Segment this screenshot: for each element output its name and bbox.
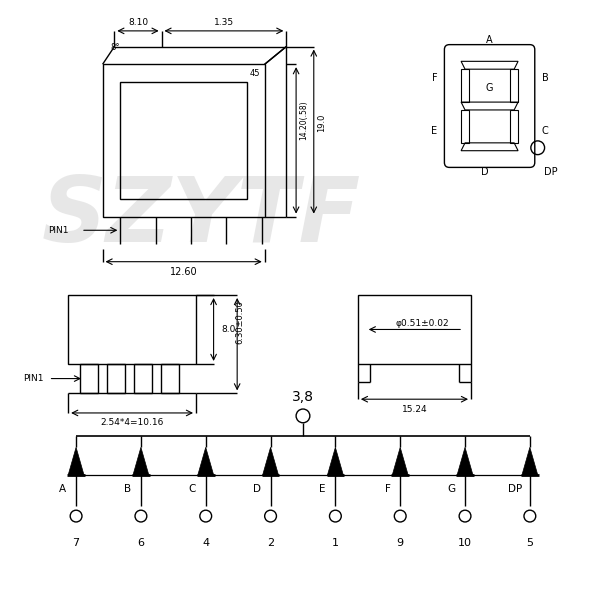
Bar — [80, 364, 98, 394]
Text: 8°: 8° — [110, 43, 120, 52]
Text: 15.24: 15.24 — [401, 404, 427, 413]
Text: A: A — [486, 35, 493, 45]
Polygon shape — [328, 448, 343, 475]
Bar — [161, 364, 179, 394]
Bar — [68, 295, 196, 364]
Text: 2: 2 — [267, 538, 274, 548]
Polygon shape — [263, 448, 278, 475]
Bar — [103, 64, 265, 217]
Text: PIN1: PIN1 — [23, 374, 44, 383]
Bar — [358, 295, 471, 364]
Text: C: C — [542, 126, 548, 136]
Text: A: A — [59, 484, 66, 494]
Text: 6: 6 — [137, 538, 145, 548]
Text: DP: DP — [544, 167, 557, 178]
Text: 3,8: 3,8 — [292, 390, 314, 404]
Text: F: F — [385, 484, 391, 494]
Text: E: E — [431, 126, 437, 136]
Text: 8.0: 8.0 — [221, 325, 236, 334]
Bar — [120, 82, 247, 199]
Text: 8.10: 8.10 — [128, 17, 148, 26]
Text: 1.35: 1.35 — [214, 17, 234, 26]
Text: D: D — [253, 484, 261, 494]
Text: 10: 10 — [458, 538, 472, 548]
Text: φ0.51±0.02: φ0.51±0.02 — [395, 319, 449, 328]
Text: E: E — [319, 484, 326, 494]
Text: 45: 45 — [249, 69, 260, 78]
Text: C: C — [188, 484, 196, 494]
Text: G: G — [486, 83, 493, 94]
Polygon shape — [392, 448, 408, 475]
Text: F: F — [432, 73, 437, 83]
Bar — [134, 364, 152, 394]
Polygon shape — [457, 448, 473, 475]
Text: 12.60: 12.60 — [170, 266, 197, 277]
Text: B: B — [542, 73, 548, 83]
Text: D: D — [481, 167, 488, 178]
Text: 1: 1 — [332, 538, 339, 548]
Text: 2.54*4=10.16: 2.54*4=10.16 — [100, 418, 164, 427]
Text: 6.30±0.50: 6.30±0.50 — [236, 301, 245, 344]
Text: 9: 9 — [397, 538, 404, 548]
Polygon shape — [133, 448, 149, 475]
Polygon shape — [522, 448, 538, 475]
Text: DP: DP — [508, 484, 522, 494]
Text: 5: 5 — [526, 538, 533, 548]
Polygon shape — [68, 448, 84, 475]
Text: PIN1: PIN1 — [48, 226, 68, 235]
Text: G: G — [447, 484, 455, 494]
Polygon shape — [198, 448, 214, 475]
Text: 14.20(.58): 14.20(.58) — [299, 101, 308, 140]
Text: 4: 4 — [202, 538, 209, 548]
Text: SZYTF: SZYTF — [41, 173, 361, 260]
Text: 7: 7 — [73, 538, 80, 548]
Bar — [107, 364, 125, 394]
Text: 19.0: 19.0 — [317, 113, 326, 131]
Text: B: B — [124, 484, 131, 494]
